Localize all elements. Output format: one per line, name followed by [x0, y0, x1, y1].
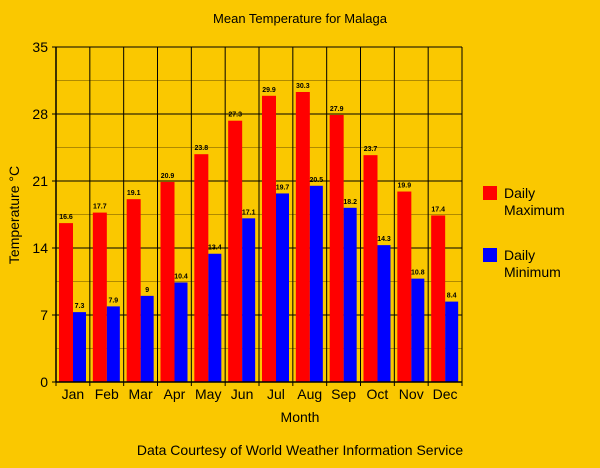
max-bar — [295, 91, 310, 382]
x-tick-label: Jun — [231, 386, 254, 402]
data-label: 19.9 — [398, 183, 412, 190]
x-tick-label: Apr — [164, 386, 186, 402]
max-bar — [59, 223, 73, 382]
min-bar — [445, 301, 459, 382]
max-bar — [194, 154, 209, 382]
x-tick-label: Mar — [129, 386, 153, 402]
max-bar — [363, 155, 378, 382]
y-tick-label: 21 — [32, 173, 48, 189]
legend-label: Daily Maximum — [504, 185, 565, 218]
min-bar — [208, 253, 222, 382]
data-label: 20.5 — [310, 177, 324, 184]
data-label: 19.1 — [127, 190, 141, 197]
x-tick-label: Dec — [433, 386, 458, 402]
max-bar — [126, 199, 141, 382]
data-label: 17.7 — [93, 204, 107, 211]
y-axis-label: Temperature °C — [6, 166, 22, 264]
max-bar — [329, 114, 344, 382]
y-tick-label: 35 — [32, 39, 48, 55]
data-label: 23.8 — [195, 145, 209, 152]
y-tick-label: 14 — [32, 240, 48, 256]
min-bar — [377, 245, 391, 382]
x-tick-label: Sep — [331, 386, 356, 402]
x-tick-label: Aug — [297, 386, 322, 402]
data-label: 7.3 — [75, 303, 85, 310]
max-bar — [92, 212, 107, 382]
min-bar — [73, 312, 86, 382]
x-tick-label: Feb — [95, 386, 119, 402]
data-label: 30.3 — [296, 83, 310, 90]
data-label: 9 — [145, 287, 149, 294]
min-bar — [411, 278, 425, 382]
min-bar — [174, 282, 188, 382]
min-bar — [242, 218, 256, 382]
x-tick-label: May — [195, 386, 221, 402]
min-bar — [276, 193, 289, 382]
chart-title: Mean Temperature for Malaga — [213, 11, 388, 26]
data-label: 13.4 — [208, 245, 222, 252]
x-tick-label: Nov — [399, 386, 424, 402]
legend-swatch — [483, 248, 497, 262]
y-tick-label: 0 — [40, 374, 48, 390]
y-tick-label: 7 — [40, 307, 48, 323]
data-label: 18.2 — [343, 199, 357, 206]
legend-swatch — [483, 186, 497, 200]
x-axis-label: Month — [281, 409, 320, 425]
max-bar — [160, 181, 175, 382]
data-label: 23.7 — [364, 146, 378, 153]
min-bar — [140, 295, 154, 382]
max-bar — [262, 95, 276, 383]
x-tick-label: Jul — [267, 386, 285, 402]
data-label: 14.3 — [377, 236, 391, 243]
data-label: 17.1 — [242, 209, 256, 216]
max-bar — [228, 120, 243, 382]
data-label: 29.9 — [262, 87, 276, 94]
y-tick-label: 28 — [32, 106, 48, 122]
data-label: 17.4 — [431, 206, 445, 213]
data-label: 27.9 — [330, 106, 344, 113]
data-label: 7.9 — [108, 297, 118, 304]
data-label: 8.4 — [447, 293, 457, 300]
x-tick-label: Oct — [367, 386, 389, 402]
footer-credit: Data Courtesy of World Weather Informati… — [137, 442, 464, 458]
min-bar — [106, 306, 120, 382]
min-bar — [309, 185, 323, 382]
data-label: 10.8 — [411, 270, 425, 277]
max-bar — [397, 191, 412, 382]
legend-label: Daily Minimum — [504, 247, 561, 280]
data-label: 19.7 — [276, 184, 290, 191]
data-label: 20.9 — [161, 173, 175, 180]
data-label: 10.4 — [174, 273, 188, 280]
min-bar — [343, 207, 357, 382]
data-label: 27.3 — [228, 112, 242, 119]
max-bar — [431, 215, 446, 382]
x-tick-label: Jan — [62, 386, 85, 402]
data-label: 16.6 — [59, 214, 73, 221]
